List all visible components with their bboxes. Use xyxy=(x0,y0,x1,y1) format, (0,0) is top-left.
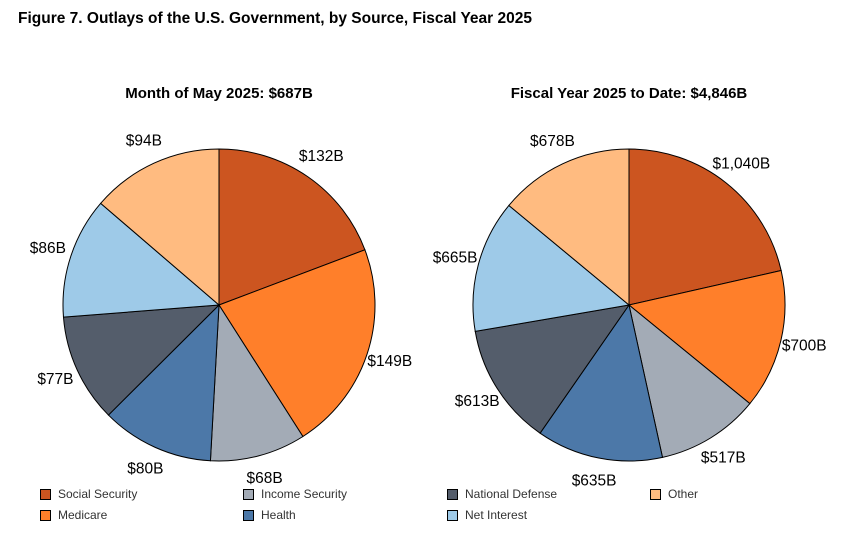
pie-slice-social-security xyxy=(218,148,366,306)
pie-data-label-net-interest: $665B xyxy=(433,250,478,267)
pie-slice-health xyxy=(539,303,664,462)
pie-title-fiscal-year: Fiscal Year 2025 to Date: $4,846B xyxy=(510,85,748,102)
legend-swatch xyxy=(40,488,51,500)
pie-data-label-income-security: $517B xyxy=(701,449,746,466)
legend-swatch xyxy=(447,509,458,521)
legend-item-social-security: Social Security xyxy=(40,487,137,501)
pie-slice-other xyxy=(508,148,630,307)
pie-data-label-medicare: $700B xyxy=(782,337,827,354)
legend-swatch xyxy=(447,488,458,500)
pie-slice-national-defense xyxy=(474,304,631,434)
pie-data-label-health: $80B xyxy=(127,460,163,477)
legend-item-national-defense: National Defense xyxy=(447,487,557,501)
pie-slice-net-interest xyxy=(472,204,631,332)
pie-data-label-other: $94B xyxy=(126,133,162,150)
pie-slice-national-defense xyxy=(62,304,221,416)
legend-item-other: Other xyxy=(650,487,698,501)
figure-title: Figure 7. Outlays of the U.S. Government… xyxy=(18,10,532,27)
pie-slice-net-interest xyxy=(62,202,221,318)
pie-data-label-health: $635B xyxy=(572,473,617,490)
legend-label: Net Interest xyxy=(465,508,528,522)
legend-item-income-security: Income Security xyxy=(243,487,347,501)
pie-data-label-income-security: $68B xyxy=(247,470,283,487)
pie-chart-0: $132B $149B $68B $80B $77B $86B $94B xyxy=(30,133,412,488)
pie-slice-income-security xyxy=(628,303,751,458)
legend-label: Health xyxy=(261,508,296,522)
pie-data-label-national-defense: $613B xyxy=(455,393,500,410)
pie-data-label-national-defense: $77B xyxy=(37,371,73,388)
pie-data-label-net-interest: $86B xyxy=(30,240,66,257)
pie-chart-1: $1,040B $700B $517B $635B $613B $665B $678B xyxy=(433,133,827,489)
legend-label: Income Security xyxy=(261,487,348,501)
legend-label: Medicare xyxy=(58,508,108,522)
pie-title-month: Month of May 2025: $687B xyxy=(125,85,313,102)
pie-slice-health xyxy=(107,303,220,462)
legend-item-net-interest: Net Interest xyxy=(447,508,527,522)
legend-label: Other xyxy=(668,487,699,501)
legend-swatch xyxy=(40,509,51,521)
pie-slice-social-security xyxy=(628,148,782,306)
legend-label: Social Security xyxy=(58,487,138,501)
legend-swatch xyxy=(243,509,254,521)
legend-label: National Defense xyxy=(465,487,558,501)
legend-item-health: Health xyxy=(243,508,296,522)
pie-data-label-other: $678B xyxy=(530,133,575,150)
pie-slice-medicare xyxy=(218,249,376,438)
legend-swatch xyxy=(243,488,254,500)
pie-data-label-social-security: $132B xyxy=(299,148,344,165)
pie-data-label-medicare: $149B xyxy=(367,353,412,370)
legend-swatch xyxy=(650,488,661,500)
pie-data-label-social-security: $1,040B xyxy=(712,155,770,172)
pie-slice-income-security xyxy=(209,303,304,462)
legend-item-medicare: Medicare xyxy=(40,508,107,522)
pie-slice-medicare xyxy=(627,269,786,405)
pie-slice-other xyxy=(99,148,220,307)
